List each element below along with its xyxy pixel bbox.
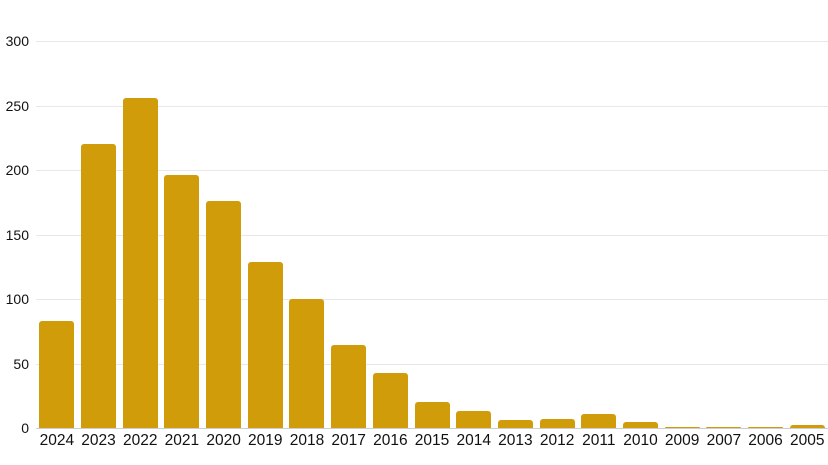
bar-cell <box>119 0 161 428</box>
bar-cell <box>536 0 578 428</box>
bar-2010[interactable] <box>622 421 658 428</box>
plot-area <box>36 0 828 429</box>
x-tick-label: 2015 <box>414 432 450 449</box>
gridline <box>36 41 828 42</box>
bar-cell <box>578 0 620 428</box>
y-tick-label: 200 <box>5 162 29 178</box>
bar-2017[interactable] <box>331 345 367 428</box>
bar-2012[interactable] <box>539 418 575 428</box>
x-tick-label: 2017 <box>331 432 366 449</box>
x-tick-label: 2009 <box>664 432 700 449</box>
bar-cell <box>411 0 453 428</box>
x-tick-label: 2005 <box>789 432 825 449</box>
gridline <box>36 105 828 107</box>
bar-2006[interactable] <box>748 426 784 428</box>
gridline <box>36 299 828 300</box>
bar-cell <box>203 0 245 428</box>
y-tick-label: 50 <box>13 355 29 372</box>
bar-2016[interactable] <box>372 372 408 428</box>
x-axis: 2024 2023 2022 2021 2020 2019 2018 2017 2016 2015… <box>36 432 828 450</box>
bar-cell <box>286 0 328 428</box>
y-axis: 0 50 100 150 200 250 300 <box>0 0 30 436</box>
bar-cell <box>161 0 203 428</box>
bars <box>36 0 828 428</box>
y-tick-label: 300 <box>5 33 29 49</box>
bar-cell <box>370 0 412 428</box>
bar-cell <box>620 0 662 428</box>
gridline <box>36 170 828 171</box>
bar-2018[interactable] <box>289 299 325 428</box>
x-tick-label: 2016 <box>373 432 408 449</box>
bar-2022[interactable] <box>122 97 158 428</box>
bar-2013[interactable] <box>497 420 533 428</box>
x-tick-label: 2013 <box>498 432 533 449</box>
bar-cell <box>328 0 370 428</box>
x-tick-label: 2020 <box>206 432 241 449</box>
bar-2007[interactable] <box>706 426 742 428</box>
bar-cell <box>495 0 537 428</box>
bar-cell <box>244 0 286 428</box>
bar-cell <box>703 0 745 428</box>
x-tick-label: 2018 <box>289 432 325 449</box>
bar-cell <box>78 0 120 428</box>
bar-2020[interactable] <box>206 200 242 428</box>
x-tick-label: 2024 <box>39 432 75 449</box>
x-axis-line <box>36 428 828 429</box>
bar-cell <box>661 0 703 428</box>
gridline <box>36 234 828 236</box>
bar-2011[interactable] <box>581 413 617 428</box>
x-tick-label: 2021 <box>164 432 200 449</box>
x-tick-label: 2012 <box>539 432 575 449</box>
x-tick-label: 2010 <box>623 432 658 449</box>
bar-2014[interactable] <box>456 411 492 428</box>
bar-2009[interactable] <box>664 426 700 428</box>
bar-2005[interactable] <box>789 425 825 428</box>
bar-2021[interactable] <box>164 175 200 428</box>
y-tick-label: 150 <box>5 226 29 243</box>
bar-cell <box>786 0 828 428</box>
bar-2023[interactable] <box>81 144 117 428</box>
y-tick-label: 100 <box>5 291 29 307</box>
x-tick-label: 2022 <box>122 432 158 449</box>
x-tick-label: 2007 <box>706 432 742 449</box>
x-tick-label: 2006 <box>748 432 783 449</box>
y-tick-label: 250 <box>5 97 29 114</box>
x-tick-label: 2014 <box>456 432 491 449</box>
x-tick-label: 2023 <box>81 432 116 449</box>
bar-2019[interactable] <box>247 261 283 428</box>
bar-2015[interactable] <box>414 402 450 428</box>
y-tick-label: 0 <box>21 420 29 436</box>
bar-cell <box>36 0 78 428</box>
bar-2024[interactable] <box>39 320 75 428</box>
bar-cell <box>745 0 787 428</box>
x-tick-label: 2019 <box>248 432 283 449</box>
gridline <box>36 363 828 365</box>
bar-cell <box>453 0 495 428</box>
x-tick-label: 2011 <box>582 432 616 449</box>
